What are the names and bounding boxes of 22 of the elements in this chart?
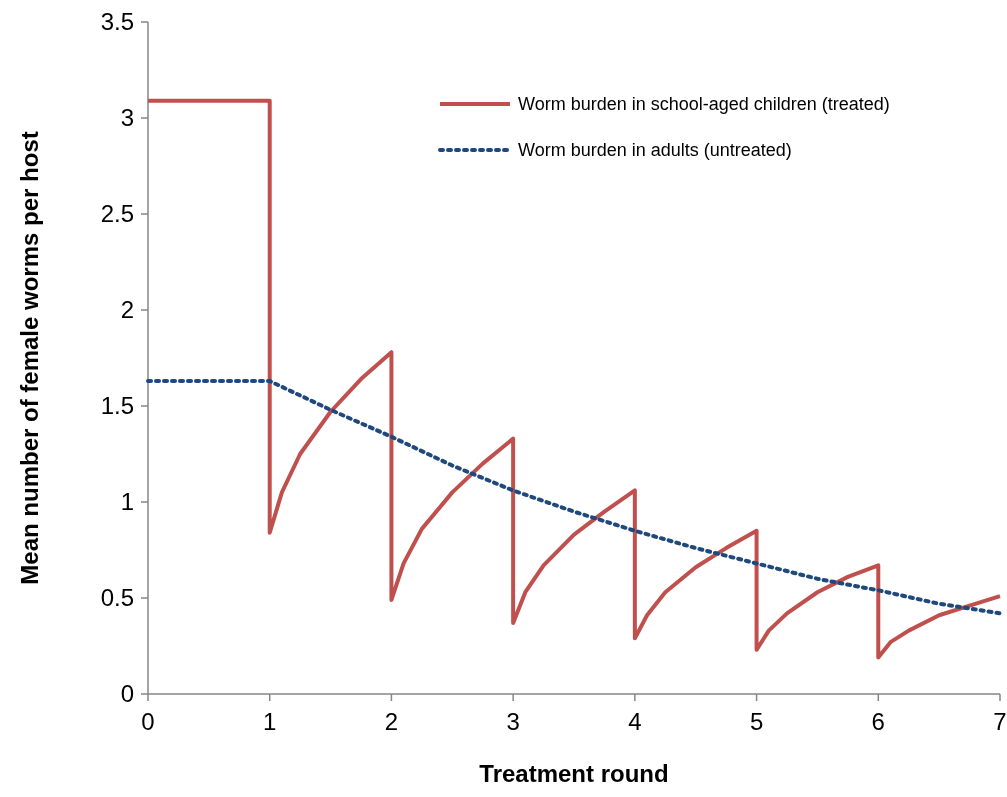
- x-tick-label: 1: [263, 708, 277, 735]
- x-tick-label: 7: [993, 708, 1007, 735]
- x-tick-label: 3: [506, 708, 520, 735]
- legend-label: Worm burden in adults (untreated): [518, 140, 792, 161]
- line-series: [146, 379, 1002, 616]
- legend-label: Worm burden in school-aged children (treated): [518, 94, 890, 115]
- x-tick-label: 4: [628, 708, 642, 735]
- x-tick-label: 0: [141, 708, 155, 735]
- y-axis-title: Mean number of female worms per host: [16, 131, 43, 585]
- x-tick-label: 5: [749, 708, 764, 735]
- y-tick-label: 3.5: [100, 8, 134, 36]
- y-tick-label: 3: [120, 104, 134, 132]
- y-tick-label: 2: [120, 296, 134, 324]
- y-tick-label: 0.5: [100, 584, 134, 612]
- y-tick-label: 1.5: [100, 392, 134, 420]
- y-tick-label: 1: [120, 488, 134, 516]
- x-axis-title: Treatment round: [479, 760, 669, 787]
- line-series: [146, 98, 1002, 660]
- y-tick-label: 0: [120, 680, 134, 708]
- x-tick-label: 6: [871, 708, 885, 735]
- y-tick-label: 2.5: [100, 200, 134, 228]
- x-tick-label: 2: [384, 708, 399, 735]
